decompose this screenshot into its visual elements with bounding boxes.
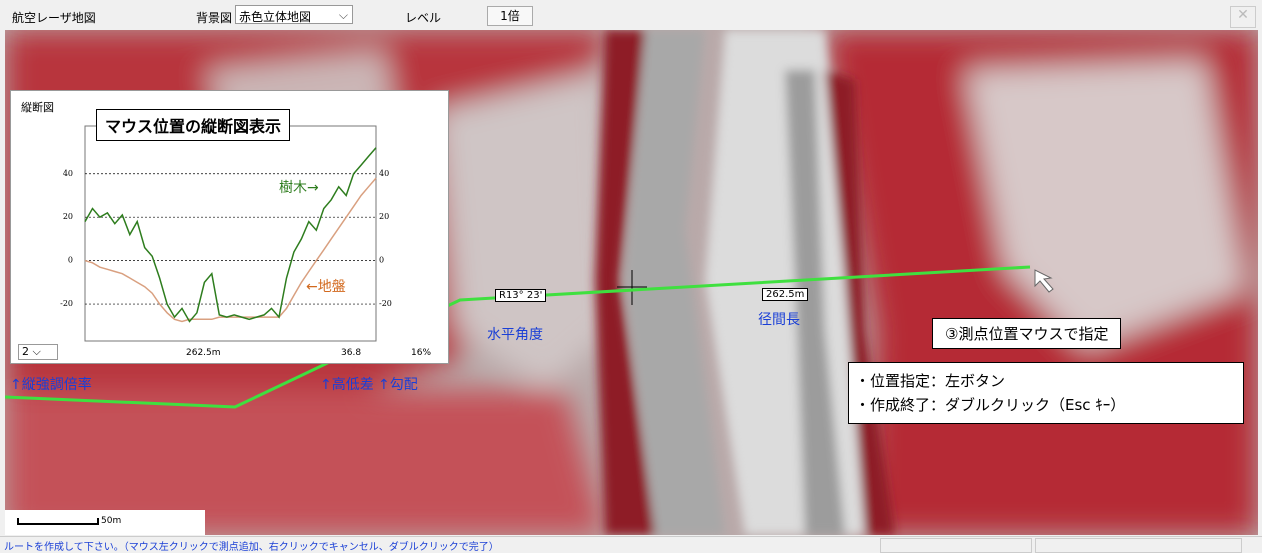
page: 航空レーザ地図 背景図 赤色立体地図⌵ レベル 1倍 ✕ 縦断図 4040202…: [0, 0, 1262, 552]
distance: 262.5m: [186, 348, 221, 358]
profile-caption: マウス位置の縦断図表示: [96, 109, 290, 141]
background-value: 赤色立体地図: [239, 10, 311, 24]
slope: 16%: [411, 348, 431, 358]
status-pane: [1035, 538, 1242, 553]
height-diff: 36.8: [341, 348, 361, 358]
slope-note: ↑勾配: [378, 374, 418, 394]
help-line: ・位置指定：左ボタン: [855, 369, 1243, 393]
y-tick-label: -20: [60, 299, 73, 308]
exaggeration-note: ↑縦強調倍率: [10, 374, 92, 394]
background-label: 背景図: [196, 9, 232, 26]
y2-tick-label: 0: [379, 256, 384, 265]
y2-tick-label: -20: [379, 299, 392, 308]
window: 航空レーザ地図 背景図 赤色立体地図⌵ レベル 1倍 ✕ 縦断図 4040202…: [0, 0, 1262, 552]
scale-box: 50m: [5, 510, 205, 535]
height-diff-note: ↑高低差: [320, 374, 374, 394]
app-title: 航空レーザ地図: [12, 9, 96, 26]
ground-profile: [85, 178, 376, 321]
trees-label: 樹木→: [279, 177, 319, 197]
exaggeration-value: 2: [22, 345, 29, 358]
dropdown-arrow: ⌵: [339, 8, 348, 23]
status-text: ルートを作成して下さい。（マウス左クリックで測点追加、右クリックでキャンセル、ダ…: [4, 538, 499, 553]
y2-tick-label: 40: [379, 169, 389, 178]
exaggeration-select[interactable]: 2 ⌵: [18, 344, 58, 360]
level-label: レベル: [405, 9, 441, 26]
status-pane: [880, 538, 1032, 553]
span-label: 262.5m: [762, 288, 808, 301]
level-button[interactable]: 1倍: [487, 6, 533, 26]
y-tick-label: 40: [63, 169, 73, 178]
scale-label: 50m: [101, 516, 121, 526]
scale-bar: [17, 518, 99, 525]
instruction: ③測点位置マウスで指定: [932, 318, 1121, 349]
y-tick-label: 0: [68, 256, 73, 265]
y-tick-label: 20: [63, 212, 73, 221]
span-note: 径間長: [758, 309, 800, 329]
y2-tick-label: 20: [379, 212, 389, 221]
help-line: ・作成終了：ダブルクリック（Esc ｷｰ）: [855, 393, 1243, 417]
ground-label: ←地盤: [306, 276, 346, 296]
close-button[interactable]: ✕: [1230, 6, 1256, 28]
help-box: ・位置指定：左ボタン ・作成終了：ダブルクリック（Esc ｷｰ）: [848, 362, 1244, 424]
angle-note: 水平角度: [487, 324, 543, 344]
status-bar: ルートを作成して下さい。（マウス左クリックで測点追加、右クリックでキャンセル、ダ…: [0, 536, 1262, 553]
background-select[interactable]: 赤色立体地図 ⌵: [235, 5, 353, 24]
angle-label: R13° 23': [495, 289, 546, 302]
